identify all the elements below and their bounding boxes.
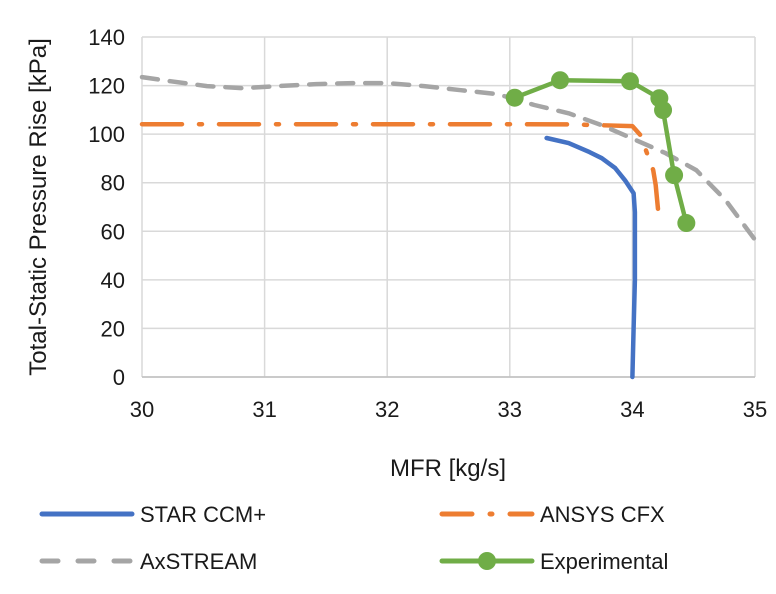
y-tick-label: 60 — [101, 219, 125, 244]
x-tick-label: 32 — [375, 397, 399, 422]
series-line-star-ccm — [544, 135, 638, 380]
legend-item-experimental: Experimental — [439, 549, 668, 574]
legend-label: AxSTREAM — [140, 549, 257, 574]
x-tick-labels: 30 31 32 33 34 35 — [130, 397, 767, 422]
y-tick-label: 40 — [101, 268, 125, 293]
series-axstream — [139, 74, 758, 243]
series-star-ccm — [544, 135, 638, 380]
x-axis-title: MFR [kg/s] — [390, 455, 506, 482]
y-tick-label: 80 — [101, 171, 125, 196]
y-tick-label: 0 — [113, 365, 125, 390]
series-ansys-cfx — [139, 121, 661, 213]
x-tick-label: 33 — [498, 397, 522, 422]
y-axis-title: Total-Static Pressure Rise [kPa] — [25, 38, 52, 375]
legend-item-ansys-cfx: ANSYS CFX — [439, 502, 665, 527]
legend-item-axstream: AxSTREAM — [39, 549, 257, 574]
series-experimental — [505, 71, 696, 233]
y-tick-label: 20 — [101, 316, 125, 341]
x-tick-label: 35 — [743, 397, 767, 422]
y-tick-label: 120 — [88, 74, 125, 99]
data-point-experimental — [620, 72, 639, 91]
data-point-experimental — [505, 88, 524, 107]
series-line-axstream — [139, 74, 758, 243]
y-tick-label: 140 — [88, 25, 125, 50]
y-tick-label: 100 — [88, 122, 125, 147]
x-tick-label: 30 — [130, 397, 154, 422]
legend-marker — [478, 552, 496, 570]
series-line-ansys-cfx — [139, 121, 661, 213]
data-point-experimental — [665, 166, 684, 185]
legend-label: STAR CCM+ — [140, 502, 266, 527]
data-point-experimental — [551, 71, 570, 90]
data-point-experimental — [654, 101, 673, 120]
legend-item-star-ccm: STAR CCM+ — [39, 502, 266, 527]
legend-label: Experimental — [540, 549, 668, 574]
y-tick-labels: 0 20 40 60 80 100 120 140 — [88, 25, 125, 390]
legend: STAR CCM+ ANSYS CFX AxSTREAM Experimental — [39, 502, 668, 574]
x-tick-label: 34 — [620, 397, 644, 422]
x-tick-label: 31 — [252, 397, 276, 422]
data-point-experimental — [677, 214, 696, 233]
legend-label: ANSYS CFX — [540, 502, 665, 527]
series-layer — [139, 71, 758, 380]
